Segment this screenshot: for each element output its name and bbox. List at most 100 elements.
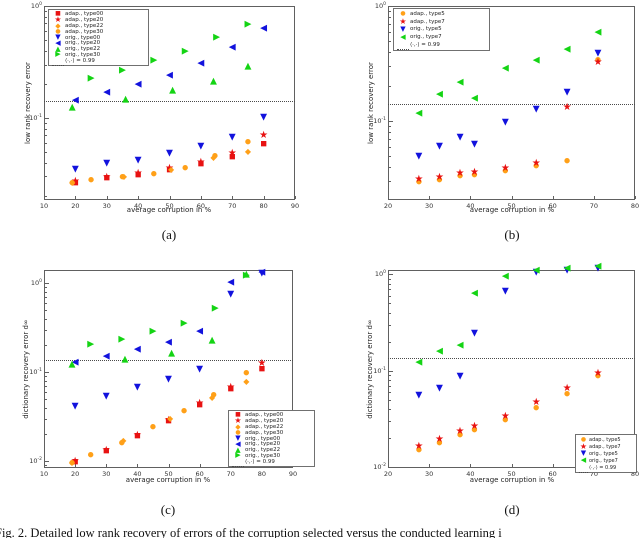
legend-item: ⟨·,·⟩ = 0.99	[396, 41, 487, 50]
legend-item-label: adap., type7	[589, 443, 621, 450]
x-tick	[635, 196, 636, 199]
data-point: ◀	[470, 93, 478, 104]
data-point: ◀	[470, 288, 478, 299]
legend-item-label: adap., type30	[245, 429, 284, 436]
data-point: ★	[469, 166, 479, 178]
x-tick-label: 30	[102, 470, 111, 478]
x-tick	[429, 196, 431, 199]
data-point: ▼	[103, 158, 111, 169]
y-minor-tick	[45, 23, 47, 25]
legend-item: ▶ orig., type30	[231, 452, 312, 459]
legend-marker-icon: ★	[579, 441, 588, 451]
x-tick-label: 60	[195, 470, 204, 478]
data-point: ▼	[133, 382, 141, 393]
legend-item-label: adap., type00	[65, 11, 104, 18]
y-minor-tick	[389, 66, 391, 68]
x-tick-label: 40	[466, 202, 475, 210]
data-point: ▼	[197, 141, 205, 152]
data-point: ●	[564, 156, 571, 165]
data-point: ◀	[415, 357, 423, 368]
x-tick	[511, 196, 513, 199]
data-point: ◀	[563, 263, 571, 274]
x-tick-label: 60	[548, 470, 557, 478]
legend-marker-icon: ▲	[55, 44, 61, 53]
data-point: ■	[227, 384, 235, 393]
legend-item: ★ adap., type20	[51, 16, 146, 24]
data-point: ●	[456, 171, 464, 180]
data-point: ◆	[167, 164, 175, 174]
x-tick-label: 50	[507, 202, 516, 210]
legend-item-label: adap., type30	[65, 28, 104, 35]
data-point: ●	[119, 172, 126, 181]
data-point: ▼	[563, 265, 571, 276]
legend-item: ▼ orig., type00	[231, 435, 312, 442]
data-point: ▼	[102, 391, 110, 402]
y-tick	[45, 6, 49, 7]
y-minor-tick	[45, 151, 47, 153]
legend-item-label: ⟨·,·⟩ = 0.99	[245, 458, 275, 465]
y-minor-tick	[389, 380, 391, 382]
y-axis-label: dictionary recovery error d∞	[366, 319, 374, 419]
data-point: ●	[594, 371, 601, 380]
x-tick-label: 80	[257, 470, 267, 478]
data-point: ▶	[181, 46, 189, 57]
x-tick	[388, 196, 389, 199]
data-point: ●	[471, 170, 478, 179]
y-tick	[389, 274, 393, 276]
x-axis-label: average corruption in %	[469, 476, 555, 484]
legend-item: ▲ orig., type22	[51, 44, 146, 53]
data-point: ★	[70, 455, 80, 467]
x-tick-label: 50	[164, 470, 173, 478]
x-tick	[263, 196, 265, 199]
y-minor-tick	[45, 176, 47, 178]
subcaption-c: (c)	[160, 502, 176, 517]
y-minor-tick	[45, 16, 47, 18]
y-tick	[389, 6, 393, 7]
y-minor-tick	[389, 438, 391, 440]
data-point: ◀	[532, 55, 540, 66]
x-tick-label: 20	[383, 470, 393, 478]
x-tick	[429, 464, 431, 467]
legend-item: ◆ adap., type22	[231, 423, 312, 430]
y-minor-tick	[389, 23, 391, 25]
y-minor-tick	[389, 86, 391, 88]
x-tick-label: 70	[589, 470, 598, 478]
x-tick	[138, 196, 140, 199]
data-point: ▲	[122, 94, 130, 105]
y-minor-tick	[45, 50, 47, 52]
data-point: ▲	[68, 102, 76, 113]
data-point: ◀	[133, 344, 141, 355]
data-point: ▲	[244, 61, 252, 72]
legend-item: ▶ orig., type30	[51, 51, 146, 58]
x-tick	[388, 464, 389, 467]
y-minor-tick	[389, 283, 391, 285]
data-point: ★	[259, 130, 269, 142]
threshold-line-icon	[51, 53, 65, 69]
data-point: ▶	[87, 339, 95, 350]
x-tick	[137, 464, 139, 467]
data-point: ▶	[149, 326, 157, 337]
data-point: ●	[211, 151, 219, 160]
data-point: ■	[134, 170, 142, 179]
data-point: ■	[260, 139, 267, 148]
y-minor-tick	[45, 291, 47, 293]
legend-marker-icon: ◀	[400, 32, 406, 41]
data-point: ◀	[456, 340, 464, 351]
data-point: ▼	[165, 374, 172, 385]
x-tick-label: 40	[133, 202, 143, 210]
legend-item: ◀ orig., type7	[578, 457, 634, 464]
x-tick	[470, 196, 472, 199]
data-point: ★	[531, 397, 541, 409]
y-minor-tick	[45, 30, 47, 32]
legend-marker-icon: ◀	[55, 38, 61, 47]
data-point: ▼	[71, 164, 79, 175]
y-minor-tick	[45, 399, 47, 401]
x-tick-label: 10	[39, 470, 49, 478]
data-point: ●	[594, 55, 601, 64]
data-point: ★	[226, 382, 236, 394]
data-point: ▼	[258, 268, 266, 279]
data-point: ◆	[244, 147, 252, 157]
data-point: ◆	[243, 376, 250, 386]
x-tick	[75, 196, 77, 199]
